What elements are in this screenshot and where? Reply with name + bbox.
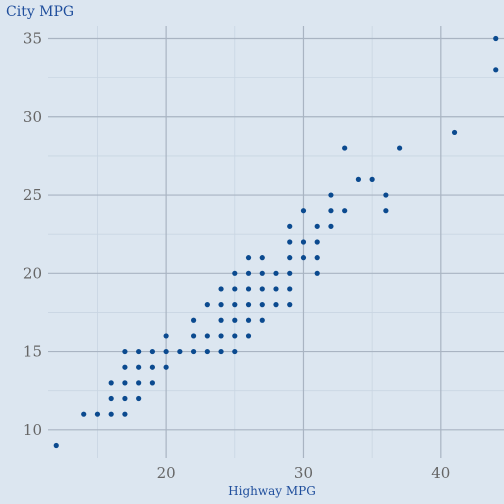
data-point [314, 239, 320, 245]
data-point [122, 364, 128, 370]
data-point [122, 395, 128, 402]
data-point [108, 411, 114, 417]
data-point [245, 333, 252, 339]
data-point [190, 348, 197, 355]
data-point [218, 302, 224, 308]
y-tick-label: 25 [23, 186, 42, 204]
data-point [245, 317, 252, 323]
data-point [190, 333, 197, 339]
data-point [493, 67, 499, 73]
data-point [218, 333, 224, 339]
data-point [149, 348, 155, 355]
x-tick-label: 40 [431, 464, 450, 482]
data-point [300, 239, 307, 245]
data-point [259, 270, 265, 276]
data-point [136, 395, 142, 402]
data-point [218, 286, 224, 292]
data-point [493, 35, 499, 42]
data-point [328, 223, 334, 229]
tick-labels: 20 30 40 10 15 20 25 30 35 [23, 30, 450, 482]
data-point [451, 129, 458, 136]
data-point [245, 286, 252, 292]
data-point [273, 302, 279, 308]
data-point [273, 286, 279, 292]
data-point [204, 333, 210, 339]
data-point [287, 286, 293, 292]
data-point [94, 411, 101, 417]
data-point [245, 302, 252, 308]
data-point [204, 348, 210, 355]
y-tick-label: 10 [23, 421, 42, 439]
x-tick-label: 20 [157, 464, 176, 482]
data-point [232, 317, 238, 323]
data-point [136, 380, 142, 386]
data-point [53, 442, 59, 449]
data-point [259, 317, 265, 323]
data-point [108, 380, 114, 386]
data-point [232, 286, 238, 292]
data-point [136, 364, 142, 370]
data-point [328, 192, 334, 198]
y-axis-title: City MPG [6, 4, 74, 20]
data-point [300, 208, 307, 214]
data-point [204, 302, 210, 308]
data-point [397, 145, 403, 151]
data-point [232, 348, 238, 355]
data-point [287, 223, 293, 229]
data-point [287, 255, 293, 261]
data-point [218, 348, 224, 355]
data-point [300, 255, 307, 261]
data-point [122, 380, 128, 386]
data-point [328, 208, 334, 214]
data-point [314, 223, 320, 229]
data-point [232, 302, 238, 308]
data-point [136, 348, 142, 355]
data-point [287, 302, 293, 308]
data-point [314, 270, 320, 276]
x-axis-title: Highway MPG [228, 484, 316, 498]
data-point [177, 348, 183, 355]
data-point [163, 364, 169, 370]
data-point [232, 333, 238, 339]
data-point [369, 176, 375, 182]
data-point [163, 333, 169, 339]
data-point [259, 255, 265, 261]
data-point [273, 270, 279, 276]
data-point [149, 364, 155, 370]
data-point [287, 270, 293, 276]
y-tick-label: 30 [23, 108, 42, 126]
data-point [232, 270, 238, 276]
data-point [190, 317, 197, 323]
data-point [355, 176, 362, 182]
data-point [245, 255, 252, 261]
data-point [383, 192, 389, 198]
data-point [259, 286, 265, 292]
data-point [149, 380, 155, 386]
data-points [53, 35, 499, 449]
data-point [259, 302, 265, 308]
data-point [163, 348, 169, 355]
y-tick-label: 15 [23, 343, 42, 361]
data-point [342, 145, 348, 151]
data-point [122, 348, 128, 355]
x-tick-label: 30 [294, 464, 313, 482]
y-tick-label: 20 [23, 264, 42, 282]
data-point [122, 411, 128, 417]
data-point [287, 239, 293, 245]
data-point [314, 255, 320, 261]
y-tick-label: 35 [23, 30, 42, 48]
data-point [342, 208, 348, 214]
data-point [108, 395, 114, 402]
data-point [218, 317, 224, 323]
data-point [383, 208, 389, 214]
data-point [81, 411, 87, 417]
data-point [245, 270, 252, 276]
